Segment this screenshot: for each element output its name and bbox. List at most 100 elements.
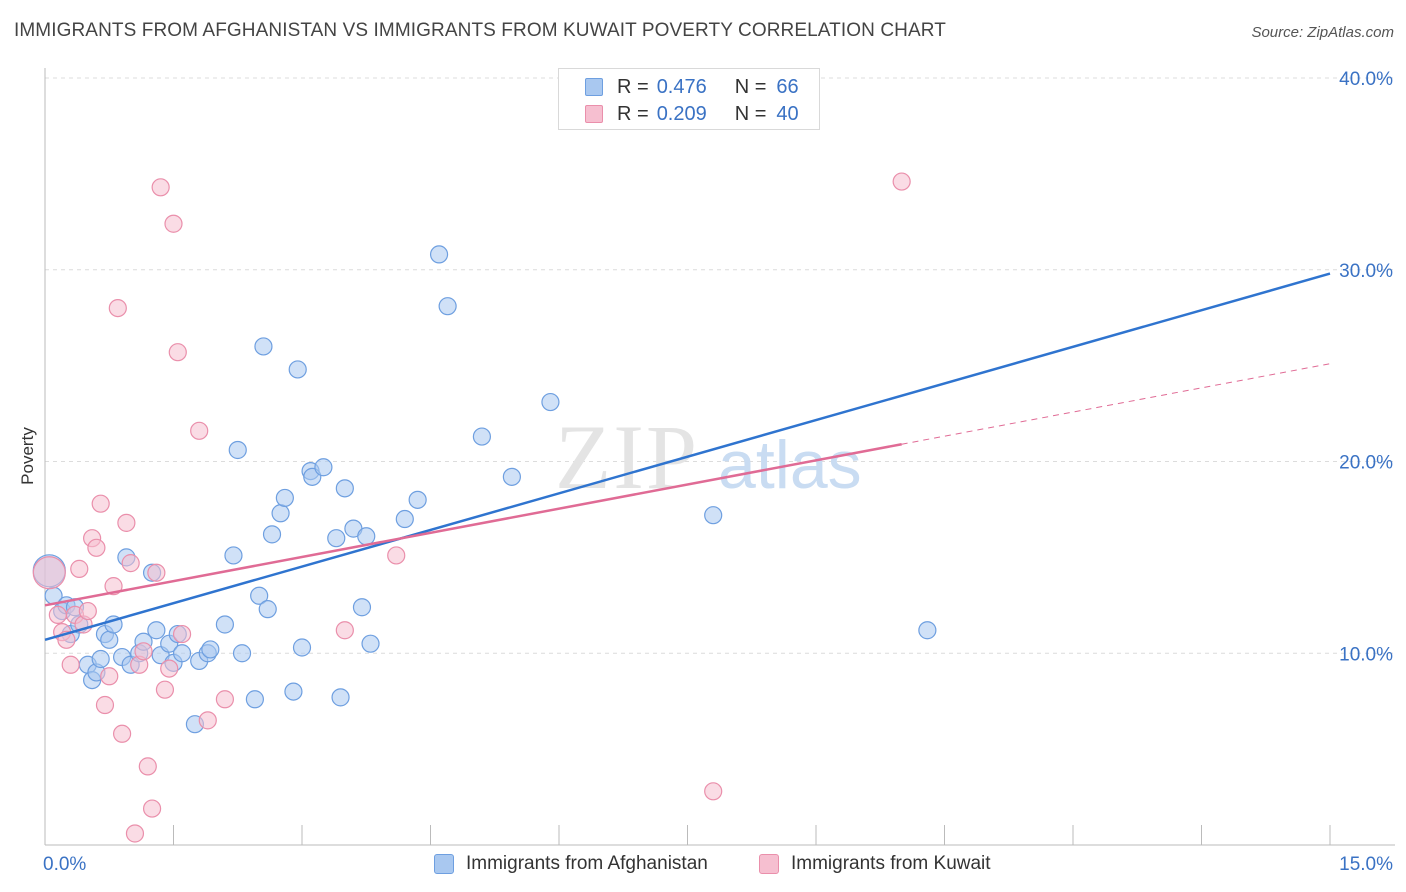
afghanistan-point [275, 488, 294, 508]
axes [44, 68, 1395, 846]
legend-row-afghanistan: R = 0.476 N = 66 [585, 74, 799, 100]
kuwait-point [100, 667, 119, 686]
kuwait-point [117, 513, 136, 532]
afghanistan-point [314, 458, 333, 477]
afghanistan-point [502, 467, 521, 486]
kuwait-point [892, 172, 911, 191]
afghanistan-point [292, 638, 312, 657]
afghanistan-point [201, 640, 220, 659]
kuwait-point [95, 695, 115, 715]
kuwait-point [61, 655, 80, 674]
legend-r-value: 0.209 [656, 102, 707, 125]
kuwait-point [160, 659, 179, 678]
kuwait-point [387, 546, 406, 565]
legend-n-value: 40 [776, 102, 799, 125]
afghanistan-point [288, 360, 307, 379]
kuwait-point [125, 824, 145, 843]
kuwait-point [335, 621, 354, 640]
afghanistan-point [704, 506, 723, 525]
afghanistan-point [284, 682, 303, 701]
tick-labels: 10.0% 20.0% 30.0% 40.0% 0.0% 15.0% [43, 69, 1393, 875]
kuwait-point [190, 421, 209, 440]
afghanistan-point [438, 297, 457, 316]
kuwait-point [48, 605, 67, 625]
kuwait-point [78, 601, 97, 621]
afghanistan-point [361, 634, 380, 653]
legend-swatch-kuwait [585, 105, 603, 123]
afghanistan-point [254, 337, 273, 356]
kuwait-trend-extension [901, 363, 1331, 445]
legend-n-label: N = [734, 102, 767, 125]
kuwait-point [147, 563, 166, 582]
afghanistan-point [541, 392, 560, 412]
afghanistan-point [429, 245, 449, 264]
afghanistan-point [245, 690, 264, 709]
data-points [32, 172, 937, 843]
kuwait-point [32, 556, 66, 590]
kuwait-point [87, 538, 106, 557]
afghanistan-point [327, 529, 346, 548]
afghanistan-point [352, 598, 372, 617]
afghanistan-point [258, 600, 277, 619]
kuwait-trend-line [44, 443, 902, 607]
afghanistan-point [335, 479, 354, 498]
bottom-legend-afghanistan: Immigrants from Afghanistan [434, 850, 708, 878]
kuwait-point [108, 299, 127, 318]
afghanistan-point [357, 527, 376, 546]
x-tick-label: 0.0% [43, 854, 86, 875]
afghanistan-point [232, 644, 252, 663]
legend-r-label: R = [617, 102, 649, 125]
y-tick-label: 10.0% [1339, 644, 1393, 665]
legend-n-value: 66 [776, 75, 799, 98]
afghanistan-point [147, 621, 166, 640]
kuwait-point [168, 343, 187, 362]
y-tick-label: 30.0% [1339, 261, 1393, 282]
bottom-legend-label-afghanistan: Immigrants from Afghanistan [466, 853, 708, 874]
chart-title: IMMIGRANTS FROM AFGHANISTAN VS IMMIGRANT… [14, 20, 946, 41]
kuwait-point [164, 214, 183, 233]
legend-r-value: 0.476 [656, 75, 707, 98]
afghanistan-point [262, 525, 282, 544]
afghanistan-point [228, 440, 247, 460]
kuwait-point [121, 554, 140, 573]
kuwait-point [215, 690, 234, 709]
afghanistan-point [395, 509, 414, 529]
afghanistan-point [472, 427, 491, 446]
afghanistan-point [172, 644, 192, 663]
bottom-legend-swatch-afghanistan [434, 854, 454, 874]
kuwait-point [172, 624, 192, 644]
kuwait-point [704, 782, 723, 801]
afghanistan-trend-line [44, 272, 1331, 642]
kuwait-point [70, 559, 89, 578]
legend-r-label: R = [617, 75, 649, 98]
watermark: ZIP atlas [555, 406, 862, 508]
kuwait-point [142, 799, 162, 818]
chart-source: Source: ZipAtlas.com [1251, 24, 1394, 41]
kuwait-point [151, 178, 170, 197]
watermark-zip: ZIP [555, 406, 699, 508]
trend-lines [44, 272, 1331, 642]
kuwait-point [134, 642, 153, 661]
legend-swatch-afghanistan [585, 78, 603, 96]
afghanistan-point [250, 586, 269, 605]
y-axis-label: Poverty [18, 427, 37, 485]
afghanistan-point [331, 688, 350, 707]
afghanistan-point [408, 490, 427, 509]
y-tick-label: 40.0% [1339, 69, 1393, 90]
afghanistan-point [100, 630, 119, 649]
legend-row-kuwait: R = 0.209 N = 40 [585, 101, 799, 127]
kuwait-point [138, 757, 157, 776]
bottom-legend-swatch-kuwait [759, 854, 779, 874]
kuwait-point [198, 711, 217, 730]
kuwait-point [91, 494, 110, 513]
afghanistan-point [224, 546, 243, 565]
y-tick-label: 20.0% [1339, 453, 1393, 474]
kuwait-point [155, 680, 175, 699]
afghanistan-point [918, 621, 937, 640]
stats-legend: R = 0.476 N = 66 R = 0.209 N = 40 [558, 68, 820, 130]
afghanistan-point [271, 504, 290, 523]
kuwait-point [112, 724, 132, 743]
bottom-legend-kuwait: Immigrants from Kuwait [759, 850, 991, 878]
legend-n-label: N = [734, 75, 767, 98]
